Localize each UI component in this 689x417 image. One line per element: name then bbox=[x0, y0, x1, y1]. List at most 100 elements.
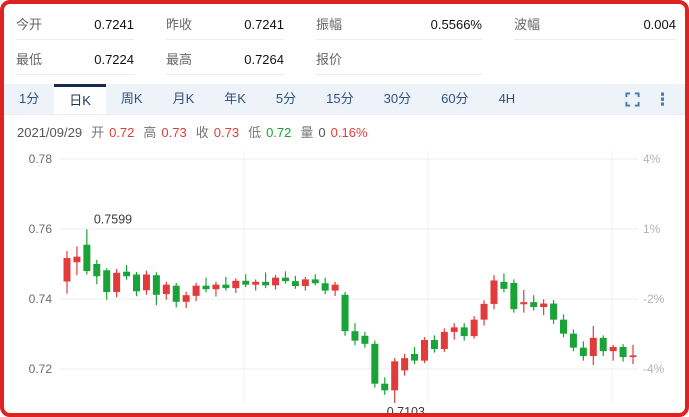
stat-range-value: 0.004 bbox=[643, 17, 676, 32]
tab-monthly[interactable]: 月K bbox=[172, 91, 195, 106]
candle-body bbox=[133, 274, 141, 292]
candle-body bbox=[252, 281, 260, 285]
stat-quote-label: 报价 bbox=[316, 52, 343, 67]
right-axis-label: -2% bbox=[643, 292, 665, 306]
candle-body bbox=[202, 285, 210, 290]
candle-body bbox=[212, 284, 220, 290]
candle-body bbox=[152, 275, 160, 295]
left-axis-label: 0.72 bbox=[29, 362, 53, 376]
stat-amplitude: 振幅 0.5566% bbox=[316, 14, 482, 40]
candlestick-chart[interactable]: 0.78 4% 0.76 1% 0.74 -2% 0.72 -4% 0.7599 0.7103 bbox=[4, 145, 685, 417]
stat-low: 最低 0.7224 bbox=[16, 49, 134, 75]
candle-body bbox=[440, 331, 448, 350]
stat-amplitude-value: 0.5566% bbox=[430, 17, 482, 32]
candle-body bbox=[262, 281, 270, 286]
candle-body bbox=[113, 272, 121, 292]
candle-body bbox=[331, 284, 339, 291]
tab-4h[interactable]: 4H bbox=[498, 91, 516, 106]
candle-body bbox=[619, 346, 627, 358]
right-axis-label: 1% bbox=[643, 222, 661, 236]
candle-body bbox=[371, 343, 379, 384]
candle-body bbox=[281, 277, 289, 282]
candle-body bbox=[460, 327, 468, 337]
more-options-icon[interactable]: ⋮ bbox=[654, 89, 671, 109]
stat-high-value: 0.7264 bbox=[244, 52, 284, 67]
tab-weekly[interactable]: 周K bbox=[120, 91, 143, 106]
tab-1min[interactable]: 1分 bbox=[19, 91, 40, 106]
tab-30min[interactable]: 30分 bbox=[383, 91, 412, 106]
candle-body bbox=[470, 319, 478, 337]
candle-body bbox=[321, 283, 329, 291]
tab-5min[interactable]: 5分 bbox=[275, 91, 297, 106]
candle-body bbox=[192, 285, 200, 296]
period-tabbar: 1分 日K 周K 月K 年K 5分 15分 30分 60分 4H ⋮ bbox=[4, 84, 685, 115]
candle-body bbox=[341, 294, 349, 332]
candle-body bbox=[93, 264, 101, 277]
candle-body bbox=[480, 303, 488, 320]
stat-spacer bbox=[514, 49, 676, 74]
candle-body bbox=[162, 284, 170, 295]
candle-body bbox=[63, 258, 71, 282]
stat-today-open-label: 今开 bbox=[16, 17, 43, 32]
info-high-value: 0.73 bbox=[161, 125, 187, 140]
candle-body bbox=[520, 302, 528, 305]
stat-high: 最高 0.7264 bbox=[166, 49, 284, 75]
stat-amplitude-label: 振幅 bbox=[316, 17, 343, 32]
stat-today-open-value: 0.7241 bbox=[94, 17, 134, 32]
candle-body bbox=[430, 339, 438, 350]
candle-body bbox=[510, 282, 518, 310]
candle-body bbox=[142, 274, 150, 291]
ohlc-infobar: 2021/09/29 开 0.72 高 0.73 收 0.73 低 0.72 量 0 0.16% bbox=[4, 115, 685, 145]
stat-range-label: 波幅 bbox=[514, 17, 541, 32]
candle-body bbox=[569, 333, 577, 348]
right-axis-label: -4% bbox=[643, 362, 665, 376]
info-close-value: 0.73 bbox=[213, 125, 240, 140]
tab-60min[interactable]: 60分 bbox=[441, 91, 469, 106]
stat-high-label: 最高 bbox=[166, 52, 193, 67]
stat-low-label: 最低 bbox=[16, 52, 43, 67]
candle-body bbox=[540, 303, 548, 308]
candle-body bbox=[123, 271, 131, 277]
tab-yearly[interactable]: 年K bbox=[224, 91, 246, 106]
candle-body bbox=[609, 346, 617, 352]
candle-body bbox=[351, 331, 359, 341]
candle-body bbox=[301, 279, 309, 287]
candle-body bbox=[73, 256, 81, 263]
info-volume-value: 0 bbox=[318, 125, 326, 140]
candle-body bbox=[311, 279, 319, 284]
candle-body bbox=[629, 355, 637, 358]
candle-body bbox=[411, 353, 419, 361]
candle-body bbox=[222, 284, 230, 289]
stat-prev-close: 昨收 0.7241 bbox=[166, 14, 284, 40]
info-low-label: 低 bbox=[248, 125, 262, 140]
candle-body bbox=[560, 319, 567, 334]
tab-daily[interactable]: 日K bbox=[54, 84, 106, 114]
candle-body bbox=[589, 337, 597, 357]
candle-body bbox=[450, 327, 458, 332]
price-annotation: 0.7103 bbox=[387, 405, 425, 417]
info-low-value: 0.72 bbox=[266, 125, 292, 140]
candle-body bbox=[232, 280, 240, 289]
candle-body bbox=[599, 337, 607, 352]
stat-quote: 报价 bbox=[316, 49, 482, 75]
candle-body bbox=[272, 277, 280, 286]
candle-body bbox=[490, 280, 498, 304]
candle-body bbox=[579, 347, 587, 357]
candle-body bbox=[103, 270, 111, 292]
tab-15min[interactable]: 15分 bbox=[326, 91, 354, 106]
candle-body bbox=[242, 280, 250, 285]
stat-prev-close-value: 0.7241 bbox=[244, 17, 284, 32]
candle-body bbox=[83, 244, 91, 271]
stat-prev-close-label: 昨收 bbox=[166, 17, 193, 32]
candle-body bbox=[401, 358, 409, 371]
left-axis-label: 0.78 bbox=[29, 152, 53, 166]
candle-body bbox=[182, 295, 190, 302]
fullscreen-icon[interactable] bbox=[625, 91, 640, 107]
candle-body bbox=[391, 361, 399, 391]
info-high-label: 高 bbox=[143, 125, 157, 140]
info-open-label: 开 bbox=[91, 125, 105, 140]
stat-today-open: 今开 0.7241 bbox=[16, 14, 134, 40]
stat-low-value: 0.7224 bbox=[94, 52, 134, 67]
left-axis-label: 0.74 bbox=[29, 292, 53, 306]
